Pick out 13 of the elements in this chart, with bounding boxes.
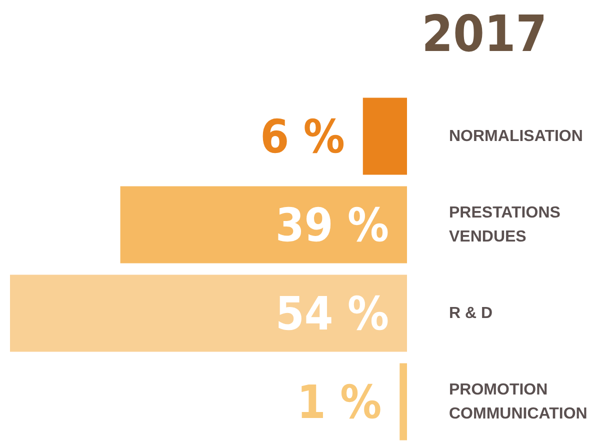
- y-tick-label: R & D: [449, 304, 493, 322]
- bar: [400, 363, 407, 440]
- data-label: 54 %: [276, 286, 389, 340]
- data-label: 39 %: [276, 198, 389, 252]
- chart-title: 2017: [422, 5, 548, 63]
- y-tick-label: PRESTATIONS VENDUES: [449, 204, 565, 246]
- bar: [10, 274, 407, 352]
- bar: [362, 98, 407, 175]
- data-label: 1 %: [296, 374, 382, 429]
- y-tick-label: PROMOTION COMMUNICATION: [449, 381, 588, 422]
- y-tick-label: NORMALISATION: [449, 128, 583, 145]
- data-label: 6 %: [260, 109, 345, 164]
- bar: [120, 186, 407, 264]
